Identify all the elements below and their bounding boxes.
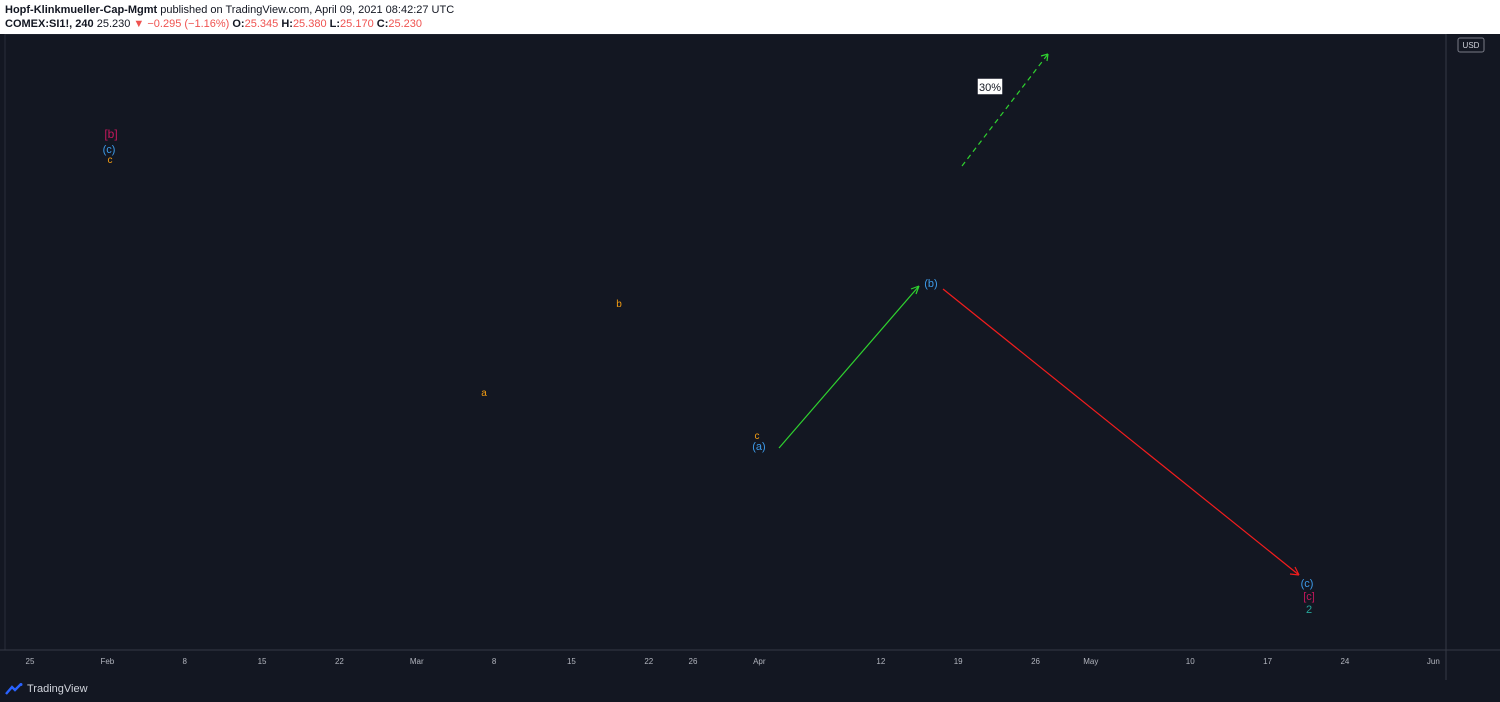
- x-tick-label: 22: [335, 657, 344, 666]
- x-tick-label: 10: [1186, 657, 1195, 666]
- arrow-head-icon: [1040, 53, 1049, 62]
- projection-line: [961, 53, 1049, 167]
- wave-label: c: [108, 155, 113, 166]
- wave-label: (b): [924, 278, 937, 290]
- wave-b-arrow: [778, 285, 920, 449]
- x-tick-label: Feb: [100, 657, 114, 666]
- wave-label: (c): [103, 144, 116, 156]
- x-tick-label: 8: [492, 657, 497, 666]
- x-tick-label: Mar: [410, 657, 424, 666]
- x-tick-label: 22: [644, 657, 653, 666]
- x-tick-label: Apr: [753, 657, 766, 666]
- x-tick-label: 15: [258, 657, 267, 666]
- x-tick-label: 8: [182, 657, 187, 666]
- projection-label: 30%: [979, 82, 1001, 94]
- wave-label: (a): [752, 441, 765, 453]
- arrow-head-icon: [910, 285, 920, 295]
- low-label: L:: [329, 18, 341, 30]
- tradingview-logo[interactable]: TradingView: [5, 683, 88, 695]
- wave-label: (c): [1301, 578, 1314, 590]
- open-value: 25.345: [244, 18, 279, 30]
- author-name[interactable]: Hopf-Klinkmueller-Cap-Mgmt: [5, 4, 158, 16]
- x-tick-label: 15: [567, 657, 576, 666]
- price-chart[interactable]: USD33.00032.00031.00030.00029.00028.0002…: [0, 34, 1500, 680]
- x-tick-label: 25: [26, 657, 35, 666]
- wave-label: a: [481, 388, 487, 399]
- currency-box: [1457, 37, 1485, 53]
- price-change: ▼ −0.295 (−1.16%): [133, 18, 230, 30]
- high-label: H:: [281, 18, 293, 30]
- open-label: O:: [232, 18, 245, 30]
- x-tick-label: 19: [954, 657, 963, 666]
- x-tick-label: Jun: [1427, 657, 1440, 666]
- wave-label: c: [755, 431, 760, 442]
- projection-box: [976, 77, 1004, 96]
- chart-header: Hopf-Klinkmueller-Cap-Mgmt published on …: [0, 0, 1500, 34]
- publish-line: Hopf-Klinkmueller-Cap-Mgmt published on …: [5, 4, 454, 16]
- wave-label: [b]: [104, 127, 117, 141]
- x-tick-label: 12: [876, 657, 885, 666]
- publish-info: published on TradingView.com, April 09, …: [160, 4, 455, 16]
- low-value: 25.170: [340, 18, 374, 30]
- x-tick-label: 26: [1031, 657, 1040, 666]
- arrow-head-icon: [1289, 566, 1300, 576]
- last-price: 25.230: [96, 18, 131, 30]
- high-value: 25.380: [292, 18, 327, 30]
- x-tick-label: 26: [689, 657, 698, 666]
- close-value: 25.230: [388, 18, 423, 30]
- symbol-name[interactable]: COMEX:SI1!, 240: [5, 18, 94, 30]
- chart-footer: TradingView: [0, 680, 1500, 702]
- wave-label: 2: [1306, 604, 1312, 616]
- symbol-line: COMEX:SI1!, 240 25.230 ▼ −0.295 (−1.16%)…: [5, 18, 422, 30]
- currency-label: USD: [1463, 41, 1480, 50]
- tradingview-icon: [5, 683, 23, 695]
- wave-label: b: [616, 299, 622, 310]
- close-label: C:: [376, 18, 389, 30]
- plot-area: [4, 34, 1447, 651]
- x-tick-label: May: [1083, 657, 1098, 666]
- x-tick-label: 17: [1263, 657, 1272, 666]
- x-tick-label: 24: [1340, 657, 1349, 666]
- wave-c-arrow: [942, 288, 1300, 576]
- tradingview-brand: TradingView: [27, 683, 88, 695]
- wave-label: [c]: [1303, 591, 1315, 603]
